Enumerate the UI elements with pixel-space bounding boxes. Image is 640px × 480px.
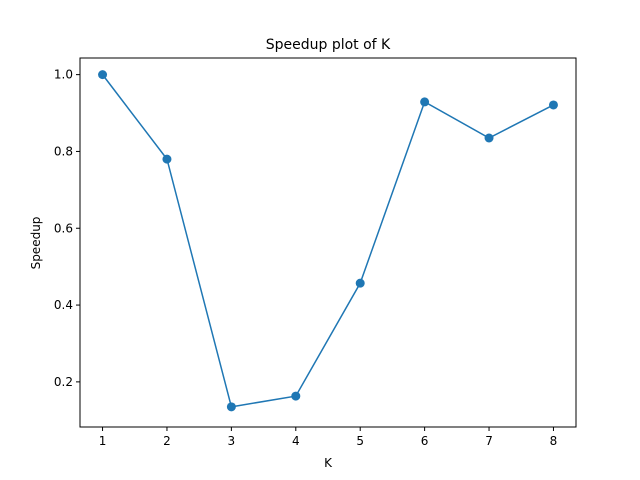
y-axis-ticks: 0.2 0.4 0.6 0.8 1.0 — [54, 68, 80, 389]
x-tick-label: 2 — [163, 434, 171, 448]
y-tick-label: 0.8 — [54, 144, 73, 158]
x-tick-label: 6 — [421, 434, 429, 448]
data-point — [484, 133, 494, 143]
x-tick-label: 7 — [485, 434, 493, 448]
y-axis-label: Speedup — [29, 217, 43, 270]
y-tick-label: 1.0 — [54, 68, 73, 82]
series-layer — [98, 70, 558, 412]
data-point — [355, 278, 365, 288]
x-tick-label: 3 — [228, 434, 236, 448]
x-axis-label: K — [324, 456, 333, 470]
data-point — [420, 97, 430, 107]
y-tick-label: 0.4 — [54, 298, 73, 312]
data-point — [98, 70, 108, 80]
plot-frame — [79, 57, 577, 428]
data-point — [226, 402, 236, 412]
data-point — [548, 100, 558, 110]
y-tick-label: 0.6 — [54, 221, 73, 235]
data-point — [291, 391, 301, 401]
data-point — [162, 154, 172, 164]
x-tick-label: 5 — [356, 434, 364, 448]
x-axis-ticks: 1 2 3 4 5 6 7 8 — [99, 427, 558, 448]
chart-title: Speedup plot of K — [266, 37, 391, 53]
x-tick-label: 8 — [550, 434, 558, 448]
series-line — [101, 74, 554, 408]
x-tick-label: 1 — [99, 434, 107, 448]
y-tick-label: 0.2 — [54, 375, 73, 389]
x-tick-label: 4 — [292, 434, 300, 448]
